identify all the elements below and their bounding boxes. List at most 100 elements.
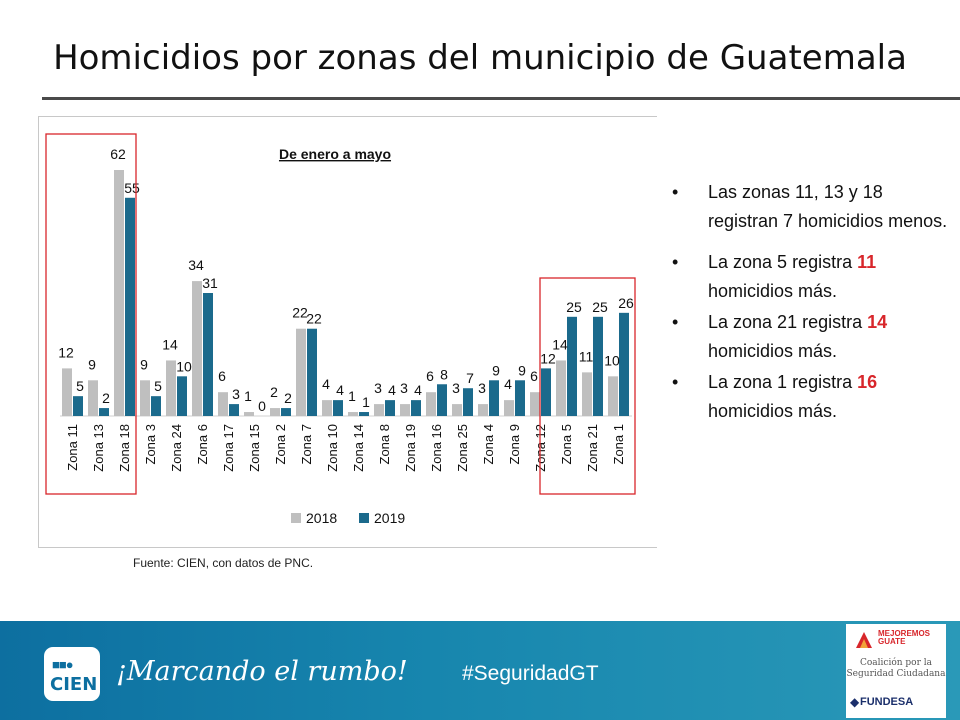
- legend-label-2019: 2019: [374, 510, 405, 526]
- data-label-2019: 4: [388, 382, 396, 398]
- cien-logo-text: CIEN: [50, 674, 98, 695]
- legend-swatch-2019: [359, 513, 369, 523]
- data-label-2019: 26: [618, 295, 634, 311]
- bar-2018: [62, 368, 72, 416]
- title-divider: [42, 97, 960, 100]
- category-label: Zona 14: [351, 424, 366, 472]
- bar-2019: [541, 368, 551, 416]
- data-label-2018: 10: [604, 352, 620, 368]
- data-label-2019: 9: [518, 362, 526, 378]
- bullet-text: Las zonas 11, 13 y 18 registran 7 homici…: [708, 182, 948, 231]
- mejoremos-guate-icon: [856, 632, 872, 648]
- bullet-item: • La zona 1 registra 16 homicidios más.: [672, 368, 952, 426]
- data-label-2019: 8: [440, 366, 448, 382]
- bar-2018: [270, 408, 280, 416]
- footer-bar: [0, 621, 960, 720]
- bullet-item: • Las zonas 11, 13 y 18 registran 7 homi…: [672, 178, 952, 236]
- legend-label-2018: 2018: [306, 510, 337, 526]
- bar-2019: [281, 408, 291, 416]
- data-label-2019: 12: [540, 350, 556, 366]
- data-label-2019: 9: [492, 362, 500, 378]
- bullet-text: La zona 21 registra: [708, 312, 868, 332]
- category-label: Zona 17: [221, 424, 236, 472]
- data-label-2019: 22: [306, 311, 322, 327]
- data-label-2018: 6: [218, 368, 226, 384]
- bar-2018: [218, 392, 228, 416]
- partner-logos: MEJOREMOS GUATE Coalición por la Segurid…: [846, 624, 946, 718]
- chart-frame: [38, 116, 657, 548]
- cien-logo: ■■● CIEN: [44, 647, 100, 701]
- bar-2019: [463, 388, 473, 416]
- data-label-2019: 0: [258, 398, 266, 414]
- data-label-2019: 3: [232, 386, 240, 402]
- category-label: Zona 11: [65, 424, 80, 471]
- cien-logo-mark: ■■●: [52, 657, 74, 672]
- bullet-dot: •: [672, 372, 679, 392]
- category-label: Zona 10: [325, 424, 340, 472]
- category-label: Zona 5: [559, 424, 574, 464]
- bar-2019: [489, 380, 499, 416]
- bullet-dot: •: [672, 312, 679, 332]
- data-label-2018: 3: [374, 380, 382, 396]
- bar-2018: [478, 404, 488, 416]
- data-label-2019: 25: [566, 299, 582, 315]
- category-label: Zona 18: [117, 424, 132, 472]
- bar-2018: [140, 380, 150, 416]
- category-label: Zona 3: [143, 424, 158, 464]
- highlight-box: [45, 133, 137, 495]
- data-label-2018: 34: [188, 257, 204, 273]
- bullet-list: • Las zonas 11, 13 y 18 registran 7 homi…: [672, 178, 952, 428]
- category-label: Zona 13: [91, 424, 106, 472]
- bar-2019: [307, 328, 317, 416]
- bar-2019: [203, 293, 213, 416]
- data-label-2019: 31: [202, 275, 218, 291]
- bullet-number: 14: [867, 312, 888, 332]
- data-label-2018: 12: [58, 344, 74, 360]
- data-label-2019: 7: [466, 370, 474, 386]
- bar-2019: [151, 396, 161, 416]
- chart-title: De enero a mayo: [279, 146, 391, 162]
- data-label-2019: 5: [76, 378, 84, 394]
- coalicion-line: Coalición por la: [859, 658, 932, 668]
- category-label: Zona 1: [611, 424, 626, 464]
- data-label-2018: 6: [530, 368, 538, 384]
- bar-2019: [125, 197, 135, 416]
- bar-2018: [296, 328, 306, 416]
- bar-2019: [385, 400, 395, 416]
- hashtag: #SeguridadGT: [462, 662, 599, 685]
- category-label: Zona 8: [377, 424, 392, 464]
- data-label-2019: 1: [362, 394, 370, 410]
- slide-title: Homicidios por zonas del municipio de Gu…: [53, 38, 907, 78]
- bar-2019: [593, 316, 603, 416]
- data-label-2018: 3: [478, 380, 486, 396]
- source-note: Fuente: CIEN, con datos de PNC.: [133, 556, 314, 570]
- bar-2019: [359, 412, 369, 416]
- bar-2019: [73, 396, 83, 416]
- data-label-2018: 2: [270, 384, 278, 400]
- bullet-dot: •: [672, 182, 679, 202]
- bullet-number: 16: [857, 372, 878, 392]
- data-label-2018: 14: [552, 336, 568, 352]
- data-label-2018: 3: [400, 380, 408, 396]
- category-label: Zona 21: [585, 424, 600, 472]
- data-label-2019: 2: [284, 390, 292, 406]
- category-label: Zona 2: [273, 424, 288, 464]
- bullet-text: homicidios más.: [708, 281, 838, 301]
- bar-2019: [411, 400, 421, 416]
- data-label-2019: 25: [592, 299, 608, 315]
- data-label-2018: 14: [162, 336, 178, 352]
- bar-2019: [177, 376, 187, 416]
- category-label: Zona 7: [299, 424, 314, 464]
- data-label-2018: 6: [426, 368, 434, 384]
- bar-2018: [322, 400, 332, 416]
- slogan: ¡Marcando el rumbo!: [116, 656, 408, 687]
- data-label-2019: 55: [124, 180, 140, 196]
- bar-2019: [99, 408, 109, 416]
- bullet-text: La zona 5 registra: [708, 252, 858, 272]
- category-label: Zona 19: [403, 424, 418, 472]
- bullet-number: 11: [857, 252, 877, 272]
- bar-2018: [348, 412, 358, 416]
- data-label-2018: 3: [452, 380, 460, 396]
- bar-2018: [400, 404, 410, 416]
